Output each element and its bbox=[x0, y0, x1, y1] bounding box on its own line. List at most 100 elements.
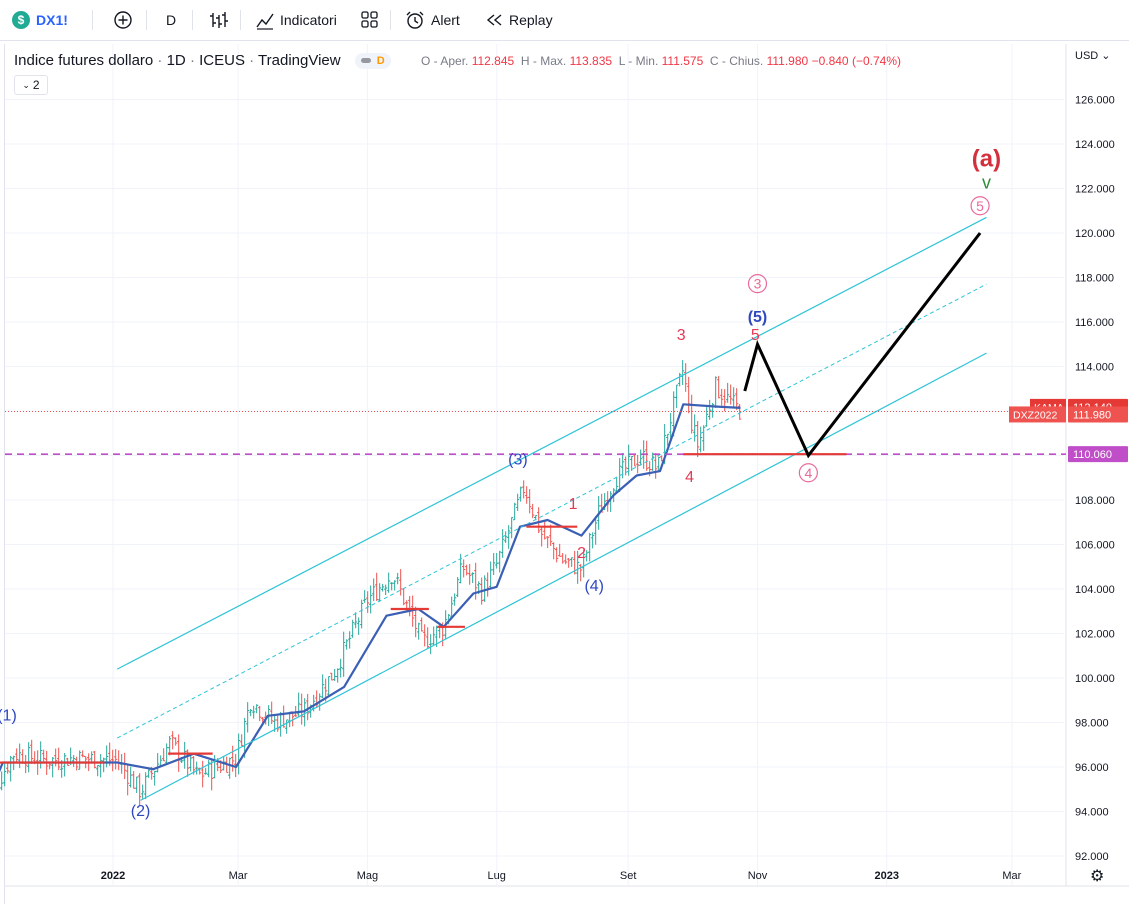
ohlc-bar bbox=[228, 757, 232, 779]
chart-type-button[interactable] bbox=[207, 0, 229, 40]
ohlc-bar bbox=[141, 784, 145, 799]
ohlc-bar bbox=[384, 584, 388, 596]
low-label: L - Min. bbox=[618, 54, 659, 68]
toolbar-divider bbox=[92, 10, 93, 30]
ohlc-bar bbox=[426, 627, 430, 649]
ohlc-bar bbox=[174, 737, 178, 746]
ohlc-bar bbox=[93, 751, 97, 769]
ohlc-bar bbox=[615, 477, 619, 492]
ohlc-bar bbox=[582, 549, 586, 578]
ohlc-bar bbox=[279, 711, 283, 737]
ohlc-bar bbox=[387, 572, 391, 593]
toolbar-divider bbox=[390, 10, 391, 30]
ohlc-bar bbox=[471, 572, 475, 584]
compare-symbol-button[interactable] bbox=[112, 0, 134, 40]
x-tick-label: 2023 bbox=[875, 870, 899, 882]
ohlc-bar bbox=[690, 394, 694, 434]
ohlc-bar bbox=[396, 572, 400, 585]
y-tick-label: 116.000 bbox=[1075, 317, 1114, 329]
ohlc-bar bbox=[306, 693, 310, 721]
ohlc-bar bbox=[654, 453, 658, 479]
ohlc-bar bbox=[678, 372, 682, 387]
ohlc-bar bbox=[555, 547, 559, 563]
ohlc-bar bbox=[681, 360, 685, 386]
gear-icon[interactable]: ⚙ bbox=[1090, 868, 1105, 885]
ohlc-bar bbox=[576, 550, 580, 584]
chart-legend-title[interactable]: Indice futures dollaro · 1D · ICEUS · Tr… bbox=[14, 52, 391, 70]
ohlc-bar bbox=[543, 520, 547, 540]
open-label: O - Aper. bbox=[421, 54, 469, 68]
wave-circle bbox=[970, 196, 990, 216]
ohlc-bar bbox=[129, 766, 133, 788]
legend-collapse-button[interactable]: ⌄ 2 bbox=[14, 75, 48, 95]
currency-selector[interactable]: USD ⌄ bbox=[1075, 49, 1111, 62]
layout-templates-button[interactable] bbox=[360, 0, 380, 40]
ohlc-bar bbox=[705, 407, 709, 427]
symbol-button[interactable]: $ DX1! bbox=[12, 0, 68, 40]
x-tick-label: 2022 bbox=[101, 870, 125, 882]
replay-button[interactable]: Replay bbox=[484, 0, 553, 40]
ohlc-bar bbox=[354, 612, 358, 629]
chevron-down-icon: ⌄ bbox=[22, 79, 30, 90]
indicators-button[interactable]: Indicatori bbox=[254, 0, 337, 40]
ohlc-bar bbox=[48, 762, 52, 770]
ohlc-bar bbox=[381, 583, 385, 592]
ohlc-bar bbox=[342, 631, 346, 677]
ohlc-bar bbox=[135, 776, 139, 793]
y-tick-label: 124.000 bbox=[1075, 139, 1115, 151]
ohlc-bar bbox=[144, 772, 148, 800]
ohlc-bar bbox=[702, 425, 706, 451]
ohlc-bar bbox=[96, 765, 100, 777]
ohlc-bar bbox=[240, 734, 244, 747]
channel-upper-line bbox=[116, 216, 987, 670]
interval-label: D bbox=[166, 12, 177, 28]
ohlc-bar bbox=[717, 375, 721, 399]
change-percent: (−0.74%) bbox=[851, 54, 901, 68]
ohlc-bar bbox=[345, 639, 349, 650]
interval-button[interactable]: D bbox=[166, 0, 176, 40]
y-tick-label: 94.000 bbox=[1075, 807, 1109, 819]
wave-label: 4 bbox=[685, 469, 694, 486]
market-status-badge[interactable]: D bbox=[354, 53, 391, 70]
toolbar-divider bbox=[146, 10, 147, 30]
ohlc-bar bbox=[276, 714, 280, 732]
alarm-clock-icon bbox=[406, 11, 424, 29]
ohlc-bar bbox=[72, 755, 76, 767]
ohlc-bar bbox=[360, 599, 364, 629]
legend-title-name: Indice futures dollaro bbox=[14, 52, 154, 69]
wave-label-major: (a) bbox=[972, 145, 1001, 172]
ohlc-bar bbox=[432, 626, 436, 645]
ohlc-bar bbox=[501, 529, 505, 558]
ohlc-bar bbox=[237, 733, 241, 775]
ohlc-bar bbox=[495, 552, 499, 569]
ohlc-bar bbox=[327, 676, 331, 697]
ohlc-bar bbox=[510, 517, 514, 539]
ohlc-bar bbox=[645, 440, 649, 471]
ohlc-bar bbox=[561, 552, 565, 564]
ohlc-bar bbox=[492, 553, 496, 576]
ohlc-bar bbox=[486, 572, 490, 597]
chart-pane[interactable] bbox=[4, 44, 1129, 904]
ohlc-bar bbox=[339, 658, 343, 678]
ohlc-bar bbox=[558, 543, 562, 557]
ohlc-bar bbox=[699, 426, 703, 453]
high-value: 113.835 bbox=[569, 54, 613, 68]
ohlc-values: O - Aper. 112.845 H - Max. 113.835 L - M… bbox=[421, 54, 901, 68]
ohlc-bar bbox=[726, 382, 730, 403]
y-tick-label: 96.000 bbox=[1075, 762, 1109, 774]
projection-path bbox=[743, 232, 982, 459]
ohlc-bar bbox=[504, 531, 508, 543]
ohlc-bar bbox=[378, 583, 382, 602]
alert-button[interactable]: Alert bbox=[404, 0, 460, 40]
ohlc-bar bbox=[669, 412, 673, 440]
ohlc-bar bbox=[738, 404, 742, 420]
ohlc-bars bbox=[0, 360, 742, 806]
ohlc-bar bbox=[375, 572, 379, 601]
ohlc-bar bbox=[567, 558, 571, 568]
ohlc-bar bbox=[330, 672, 334, 681]
price-marker-value: 111.980 bbox=[1073, 409, 1111, 421]
ohlc-bar bbox=[414, 606, 418, 638]
ohlc-bar bbox=[420, 617, 424, 632]
ohlc-bar bbox=[549, 524, 553, 546]
